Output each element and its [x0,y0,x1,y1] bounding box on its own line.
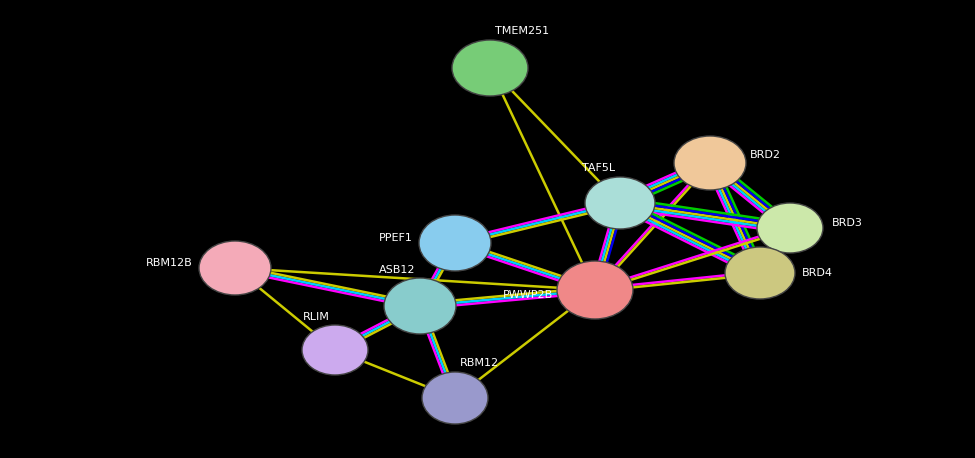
Ellipse shape [757,203,823,253]
Text: RBM12: RBM12 [460,358,499,368]
Ellipse shape [557,261,633,319]
Text: PPEF1: PPEF1 [379,233,413,243]
Text: TAF5L: TAF5L [582,163,615,173]
Text: RLIM: RLIM [303,312,330,322]
Text: ASB12: ASB12 [378,265,415,275]
Ellipse shape [585,177,655,229]
Ellipse shape [674,136,746,190]
Ellipse shape [419,215,491,271]
Ellipse shape [422,372,488,424]
Ellipse shape [302,325,368,375]
Ellipse shape [725,247,795,299]
Text: TMEM251: TMEM251 [495,26,549,36]
Ellipse shape [199,241,271,295]
Text: BRD4: BRD4 [802,268,833,278]
Ellipse shape [384,278,456,334]
Text: BRD2: BRD2 [750,150,781,160]
Ellipse shape [452,40,528,96]
Text: BRD3: BRD3 [832,218,863,228]
Text: PWWP2B: PWWP2B [503,290,553,300]
Text: RBM12B: RBM12B [146,258,193,268]
